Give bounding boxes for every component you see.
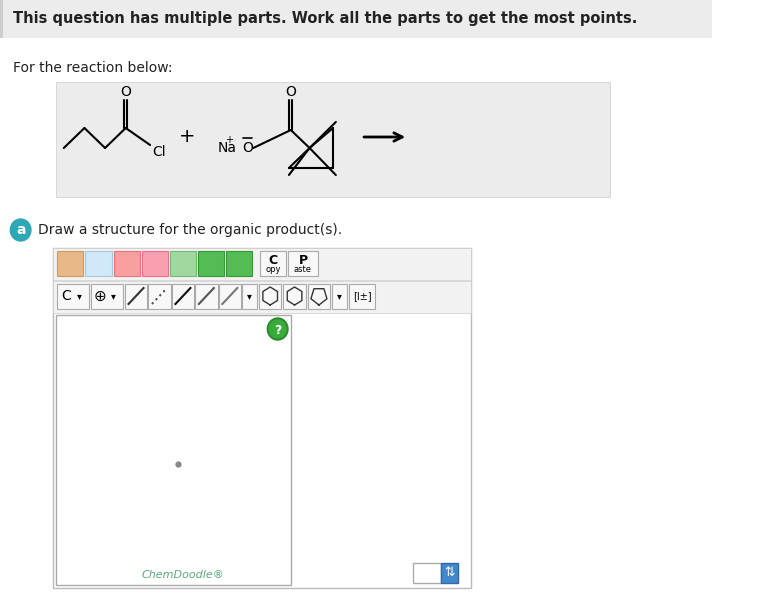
- Text: ?: ?: [274, 324, 282, 336]
- Bar: [242, 284, 257, 309]
- Bar: [332, 284, 347, 309]
- Text: a: a: [16, 223, 25, 237]
- Bar: [195, 284, 218, 309]
- Text: For the reaction below:: For the reaction below:: [13, 61, 172, 75]
- Text: C: C: [61, 289, 71, 303]
- Bar: [441, 563, 458, 583]
- Text: Cl: Cl: [152, 145, 165, 159]
- Bar: [259, 284, 282, 309]
- Bar: [0, 0, 3, 38]
- Bar: [148, 284, 171, 309]
- Text: Draw a structure for the organic product(s).: Draw a structure for the organic product…: [37, 223, 342, 237]
- Bar: [114, 251, 140, 276]
- Circle shape: [269, 320, 286, 338]
- Text: ▾: ▾: [337, 291, 342, 301]
- Text: aste: aste: [294, 265, 312, 275]
- Bar: [53, 248, 471, 588]
- Bar: [288, 251, 318, 276]
- Bar: [124, 284, 147, 309]
- Text: +: +: [179, 127, 196, 147]
- Bar: [57, 284, 89, 309]
- Bar: [57, 251, 83, 276]
- Bar: [85, 251, 112, 276]
- Bar: [56, 315, 291, 585]
- Text: O: O: [120, 85, 131, 99]
- Bar: [349, 284, 375, 309]
- Bar: [53, 248, 471, 280]
- Text: O: O: [285, 85, 296, 99]
- Bar: [260, 251, 286, 276]
- Text: P: P: [298, 253, 307, 267]
- Bar: [219, 284, 241, 309]
- Bar: [307, 284, 330, 309]
- Text: C: C: [269, 253, 278, 267]
- Bar: [142, 251, 168, 276]
- Bar: [53, 281, 471, 313]
- Circle shape: [267, 318, 288, 340]
- Bar: [170, 251, 196, 276]
- Bar: [91, 284, 123, 309]
- Text: ▾: ▾: [77, 291, 82, 301]
- Bar: [226, 251, 252, 276]
- Text: ⇅: ⇅: [444, 567, 455, 579]
- Bar: [413, 563, 441, 583]
- Text: ChemDoodle®: ChemDoodle®: [141, 570, 225, 580]
- Text: +: +: [225, 135, 233, 145]
- Bar: [0, 0, 712, 38]
- Circle shape: [11, 219, 31, 241]
- Bar: [56, 82, 609, 197]
- Text: ▾: ▾: [111, 291, 116, 301]
- Text: Na: Na: [218, 141, 237, 155]
- Bar: [172, 284, 194, 309]
- Text: ▾: ▾: [247, 291, 252, 301]
- Text: opy: opy: [265, 265, 281, 275]
- Text: O: O: [242, 141, 253, 155]
- Text: [I±]: [I±]: [353, 291, 371, 301]
- Text: ⊕: ⊕: [94, 288, 107, 304]
- Bar: [283, 284, 306, 309]
- Text: This question has multiple parts. Work all the parts to get the most points.: This question has multiple parts. Work a…: [13, 12, 638, 27]
- Bar: [198, 251, 224, 276]
